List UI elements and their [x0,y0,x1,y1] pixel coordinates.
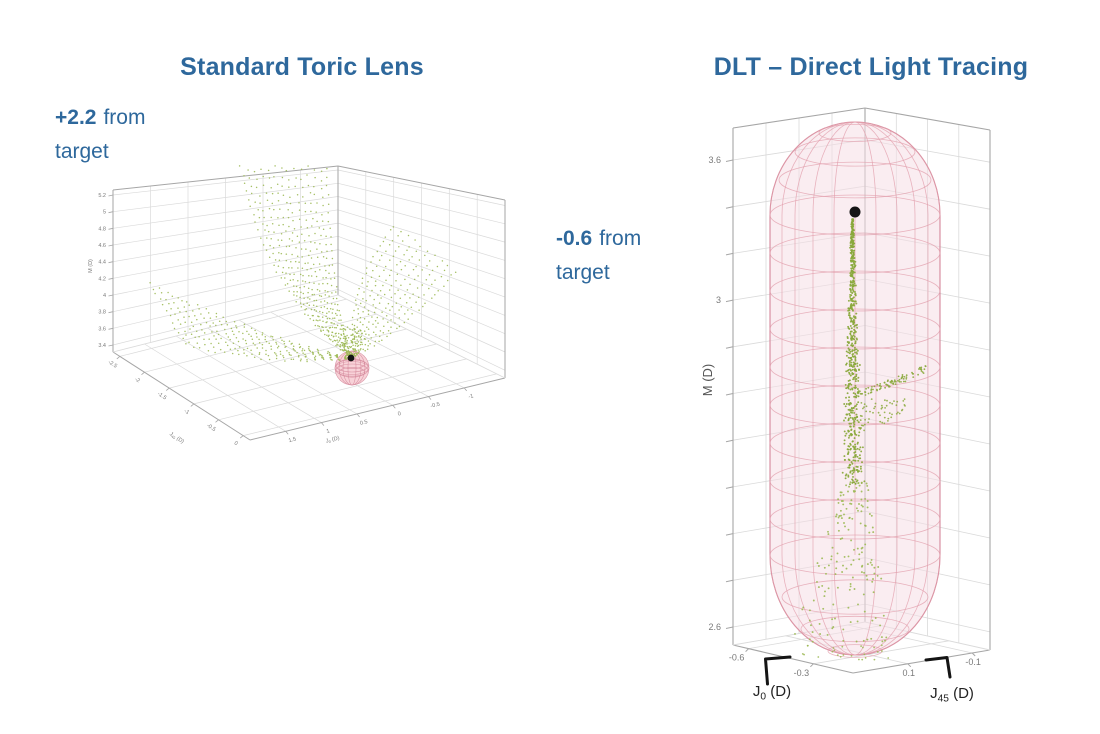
right-annotation-value: -0.6 [556,227,593,250]
left-annotation-rest: from [103,106,146,129]
svg-text:J0 (D): J0 (D) [325,435,340,444]
svg-text:3.8: 3.8 [98,310,106,316]
left-3d-scatter-plot: 5.2 5 4.8 4.6 4.4 4.2 4 3.8 3.6 3.4 -2.5 -2 -1.5 -1 -0… [88,165,506,447]
svg-text:1.5: 1.5 [288,437,297,445]
svg-text:-0.1: -0.1 [965,657,981,667]
svg-text:M (D): M (D) [88,259,94,273]
j45-axis-bracket [924,656,952,679]
svg-text:-1: -1 [183,408,190,416]
svg-text:3.6: 3.6 [98,326,106,332]
right-annotation-rest: from [599,227,642,250]
target-point [849,206,861,218]
svg-text:-1.5: -1.5 [156,391,167,401]
right-annotation-line1: -0.6 from [556,222,641,256]
svg-text:3: 3 [716,295,721,305]
svg-text:-2: -2 [133,377,140,385]
svg-text:3.4: 3.4 [98,343,106,349]
right-annotation: -0.6 from target [556,222,641,290]
svg-text:4: 4 [103,293,106,299]
left-annotation: +2.2 from target [55,101,145,169]
svg-text:3.6: 3.6 [708,155,721,165]
svg-text:0.1: 0.1 [903,668,916,678]
svg-text:5.2: 5.2 [98,193,106,199]
svg-text:-0.5: -0.5 [205,423,216,433]
outcome-points [149,165,457,363]
svg-text:-1: -1 [468,393,474,400]
left-annotation-value: +2.2 [55,106,97,129]
target-point [347,354,355,362]
tolerance-capsule [769,121,941,658]
left-plot-axes: 5.2 5 4.8 4.6 4.4 4.2 4 3.8 3.6 3.4 -2.5 -2 -1.5 -1 -0… [88,165,506,447]
svg-text:0.5: 0.5 [359,419,368,427]
outcome-points [794,218,927,661]
svg-text:-0.6: -0.6 [729,653,745,663]
svg-text:4.2: 4.2 [98,276,106,282]
right-3d-scatter-plot: 3.6 3 2.6 -0.6 -0.3 0.1 -0.1 M (D) J0 (D) J45 (D) [700,107,991,704]
tolerance-sphere [334,350,370,386]
svg-text:0: 0 [397,411,401,418]
left-annotation-line2: target [55,140,109,163]
svg-text:5: 5 [103,210,106,216]
right-panel-title: DLT – Direct Light Tracing [713,53,1029,81]
left-panel-title: Standard Toric Lens [180,53,424,81]
svg-text:M (D): M (D) [700,364,715,397]
svg-text:0: 0 [233,440,239,447]
right-annotation-line2: target [556,261,610,284]
right-axis-labels: J0 (D) J45 (D) [753,655,974,704]
svg-text:J45 (D): J45 (D) [168,431,185,445]
svg-text:4.4: 4.4 [98,260,106,266]
svg-text:4.6: 4.6 [98,243,106,249]
svg-text:-2.5: -2.5 [107,359,118,369]
svg-text:4.8: 4.8 [98,226,106,232]
svg-text:1: 1 [326,428,330,435]
left-annotation-line1: +2.2 from [55,101,145,135]
svg-text:J0 (D): J0 (D) [753,683,791,702]
j0-axis-bracket [764,655,792,686]
svg-text:-0.5: -0.5 [430,402,441,410]
svg-text:2.6: 2.6 [708,622,721,632]
svg-text:-0.3: -0.3 [794,668,810,678]
svg-text:J45 (D): J45 (D) [930,685,974,704]
